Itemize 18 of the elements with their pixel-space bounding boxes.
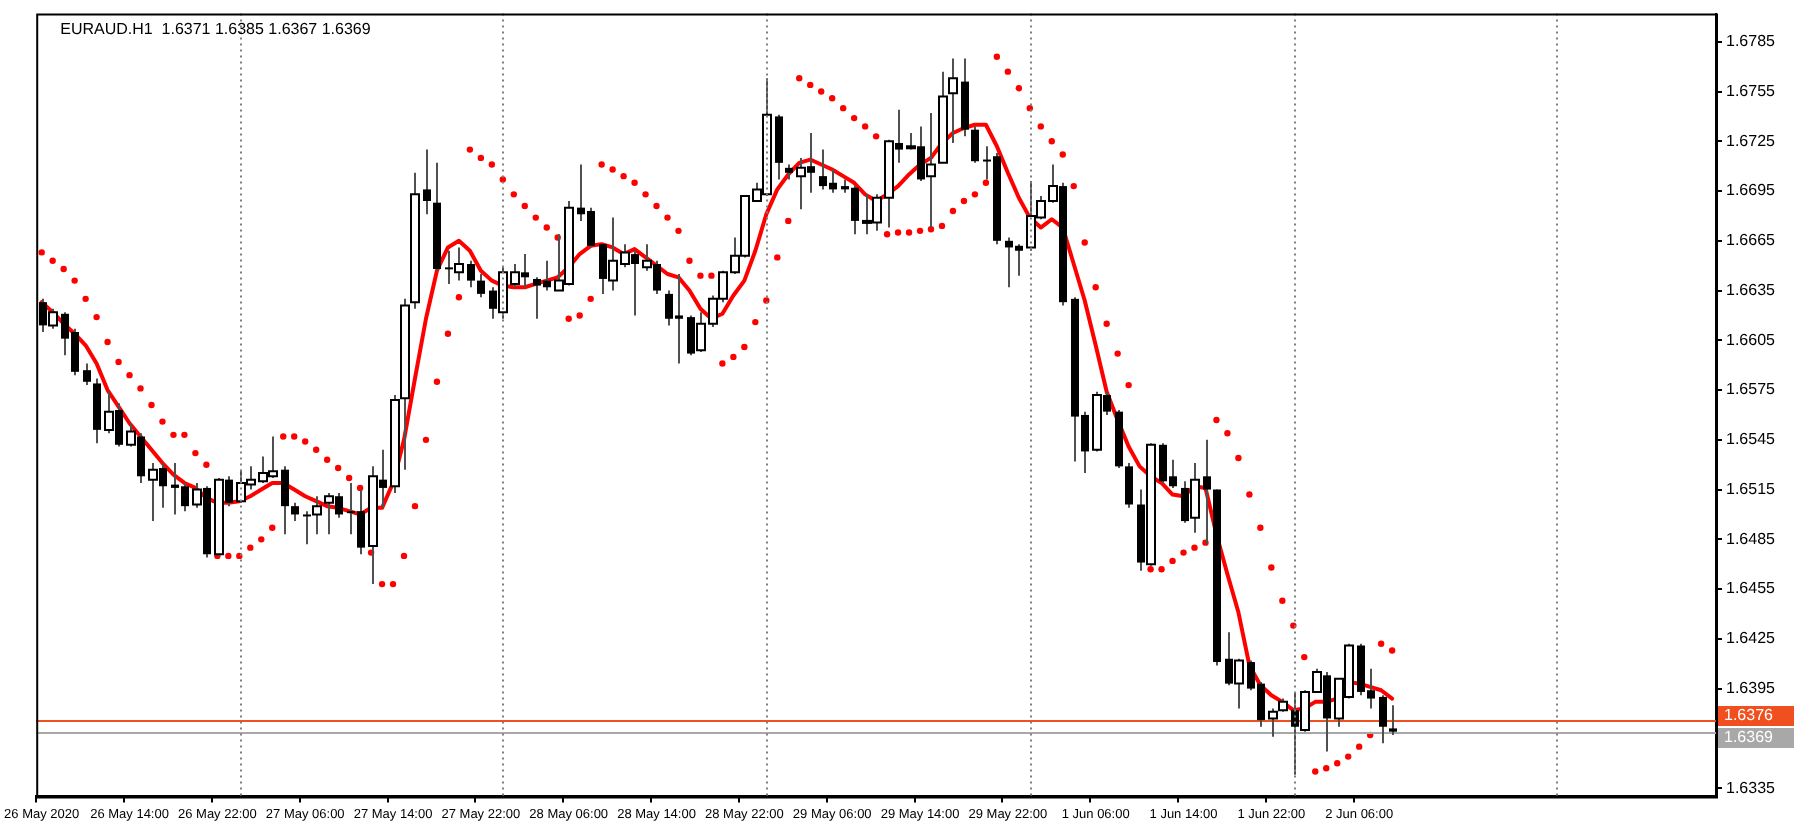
- y-tick-label: 1.6485: [1726, 529, 1777, 548]
- y-tick-label: 1.6335: [1726, 778, 1777, 797]
- y-tick-label: 1.6395: [1726, 679, 1777, 698]
- y-tick-label: 1.6605: [1726, 330, 1777, 349]
- y-tick-label: 1.6695: [1726, 181, 1777, 200]
- y-tick-label: 1.6755: [1726, 81, 1777, 100]
- y-tick-label: 1.6635: [1726, 280, 1777, 299]
- y-tick-label: 1.6455: [1726, 579, 1777, 598]
- ref-line-label: 1.6376: [1724, 706, 1775, 725]
- chart-title: EURAUD.H1 1.6371 1.6385 1.6367 1.6369: [60, 20, 372, 39]
- y-tick-label: 1.6425: [1726, 629, 1777, 648]
- y-tick-label: 1.6515: [1726, 479, 1777, 498]
- y-tick-label: 1.6545: [1726, 430, 1777, 449]
- y-tick-label: 1.6665: [1726, 231, 1777, 250]
- y-tick-label: 1.6725: [1726, 131, 1777, 150]
- y-tick-label: 1.6785: [1726, 32, 1777, 51]
- ref-line-label: 1.6369: [1724, 728, 1775, 747]
- y-tick-label: 1.6575: [1726, 380, 1777, 399]
